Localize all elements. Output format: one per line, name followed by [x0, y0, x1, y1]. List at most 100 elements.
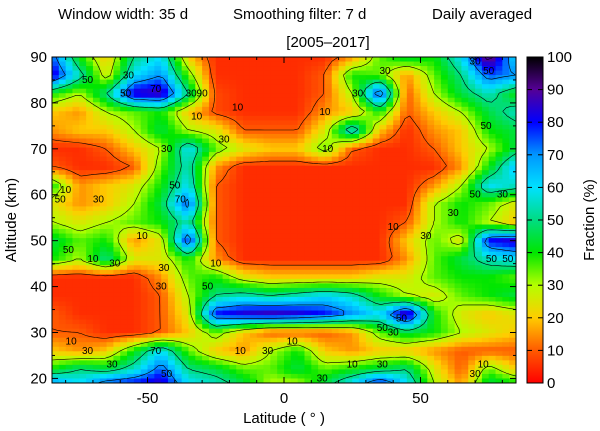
heat-cell	[331, 220, 340, 226]
heat-cell	[284, 220, 292, 226]
heat-cell	[495, 301, 503, 307]
heat-cell	[181, 66, 190, 72]
heat-cell	[58, 170, 67, 176]
heat-cell	[290, 251, 299, 257]
heat-cell	[440, 364, 449, 371]
heat-cell	[249, 287, 258, 294]
heat-cell	[154, 233, 162, 239]
heat-cell	[106, 319, 115, 325]
heat-cell	[229, 197, 237, 203]
heat-cell	[72, 315, 80, 321]
heat-cell	[113, 346, 121, 352]
heat-cell	[215, 296, 224, 303]
heat-cell	[297, 210, 306, 217]
heat-cell	[161, 355, 169, 361]
heat-cell	[516, 374, 523, 379]
heat-cell	[86, 342, 94, 348]
heat-cell	[400, 188, 408, 194]
heat-cell	[106, 156, 115, 162]
heat-cell	[215, 378, 224, 383]
heat-cell	[324, 269, 333, 275]
heat-cell	[345, 111, 353, 117]
heat-cell	[263, 247, 271, 253]
heat-cell	[434, 206, 442, 212]
heat-cell	[379, 165, 387, 171]
heat-cell	[481, 351, 490, 357]
heat-cell	[133, 133, 142, 140]
heat-cell	[338, 124, 347, 131]
heat-cell	[352, 106, 360, 112]
heat-cell	[427, 215, 435, 221]
heat-cell	[420, 124, 428, 131]
heat-cell	[461, 306, 469, 312]
heat-cell	[420, 292, 428, 298]
heat-cell	[181, 247, 190, 253]
heat-cell	[263, 242, 271, 248]
heat-cell	[147, 197, 155, 203]
heat-cell	[140, 143, 149, 149]
heat-cell	[174, 328, 183, 334]
heat-cell	[161, 242, 169, 248]
heat-cell	[488, 201, 497, 208]
heat-cell	[72, 97, 80, 103]
heat-cell	[79, 192, 87, 198]
heat-cell	[318, 233, 326, 239]
heat-cell	[338, 79, 347, 85]
heat-cell	[345, 342, 353, 348]
heat-cell	[454, 57, 463, 63]
heat-cell	[311, 97, 319, 103]
heat-cell	[297, 156, 306, 162]
heat-cell	[222, 224, 231, 230]
heat-cell	[181, 84, 190, 90]
heat-cell	[99, 287, 108, 294]
heat-cell	[140, 179, 149, 185]
heat-cell	[277, 283, 285, 289]
heat-cell	[208, 57, 217, 63]
heat-cell	[277, 229, 285, 235]
heat-cell	[133, 201, 142, 208]
heat-cell	[236, 165, 244, 171]
heat-cell	[79, 201, 87, 208]
heat-cell	[434, 138, 442, 144]
heat-cell	[263, 283, 271, 289]
heat-cell	[311, 278, 319, 284]
heat-cell	[379, 229, 387, 235]
heat-cell	[147, 183, 155, 189]
heat-cell	[495, 247, 503, 253]
heat-cell	[140, 251, 149, 257]
heat-cell	[372, 97, 381, 103]
heat-cell	[277, 156, 285, 162]
heat-cell	[406, 120, 415, 126]
heat-cell	[215, 342, 224, 348]
heat-cell	[502, 124, 510, 131]
heat-cell	[365, 124, 374, 131]
heat-cell	[284, 278, 292, 284]
heat-cell	[311, 79, 319, 85]
heat-cell	[406, 75, 415, 81]
heat-cell	[270, 260, 278, 266]
heat-cell	[113, 256, 121, 262]
heat-cell	[461, 165, 469, 171]
heat-cell	[174, 201, 183, 208]
heat-cell	[393, 174, 401, 180]
heat-cell	[427, 156, 435, 162]
heat-cell	[454, 97, 463, 103]
heat-cell	[168, 93, 176, 99]
heat-cell	[140, 328, 149, 334]
heat-cell	[195, 233, 203, 239]
heat-cell	[420, 138, 428, 144]
heat-cell	[297, 120, 306, 126]
heat-cell	[400, 120, 408, 126]
heat-cell	[331, 57, 340, 63]
heat-cell	[168, 192, 176, 198]
heat-cell	[488, 274, 497, 280]
heat-cell	[372, 174, 381, 180]
heat-cell	[488, 84, 497, 90]
heat-cell	[215, 106, 224, 112]
heat-cell	[331, 342, 340, 348]
heat-cell	[297, 88, 306, 94]
heat-cell	[181, 251, 190, 257]
heat-cell	[488, 124, 497, 131]
heat-cell	[345, 75, 353, 81]
heat-cell	[379, 152, 387, 158]
